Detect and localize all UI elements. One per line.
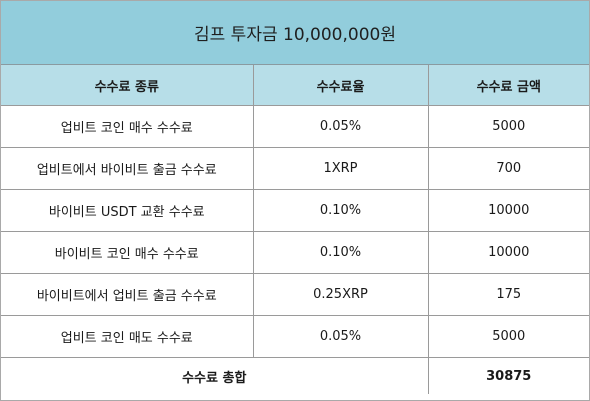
- fee-amount-cell: 175: [427, 273, 589, 316]
- header-fee-rate: 수수료율: [252, 65, 429, 106]
- total-label: 수수료 총합: [1, 357, 429, 394]
- table-row: 업비트 코인 매도 수수료 0.05% 5000: [1, 315, 589, 358]
- total-row: 수수료 총합 30875: [1, 357, 589, 394]
- header-fee-amount: 수수료 금액: [427, 65, 589, 106]
- fee-rate-cell: 1XRP: [252, 147, 429, 190]
- sheet-title: 김프 투자금 10,000,000원: [1, 1, 589, 65]
- table-row: 바이비트 USDT 교환 수수료 0.10% 10000: [1, 189, 589, 232]
- fee-type-cell: 바이비트에서 업비트 출금 수수료: [1, 273, 254, 316]
- fee-rate-cell: 0.05%: [252, 315, 429, 358]
- table-row: 바이비트 코인 매수 수수료 0.10% 10000: [1, 231, 589, 274]
- fee-type-cell: 업비트에서 바이비트 출금 수수료: [1, 147, 254, 190]
- table-row: 바이비트에서 업비트 출금 수수료 0.25XRP 175: [1, 273, 589, 316]
- total-amount: 30875: [427, 357, 589, 394]
- fee-amount-cell: 5000: [427, 105, 589, 148]
- fee-type-cell: 바이비트 코인 매수 수수료: [1, 231, 254, 274]
- fee-amount-cell: 10000: [427, 231, 589, 274]
- header-fee-type: 수수료 종류: [1, 65, 254, 106]
- table-row: 업비트에서 바이비트 출금 수수료 1XRP 700: [1, 147, 589, 190]
- fee-rate-cell: 0.10%: [252, 231, 429, 274]
- fee-rate-cell: 0.10%: [252, 189, 429, 232]
- header-row: 수수료 종류 수수료율 수수료 금액: [1, 65, 589, 106]
- fee-rate-cell: 0.25XRP: [252, 273, 429, 316]
- fee-rate-cell: 0.05%: [252, 105, 429, 148]
- fee-table: 수수료 종류 수수료율 수수료 금액 업비트 코인 매수 수수료 0.05% 5…: [1, 65, 589, 394]
- fee-type-cell: 업비트 코인 매수 수수료: [1, 105, 254, 148]
- fee-amount-cell: 700: [427, 147, 589, 190]
- fee-amount-cell: 5000: [427, 315, 589, 358]
- fee-type-cell: 바이비트 USDT 교환 수수료: [1, 189, 254, 232]
- table-row: 업비트 코인 매수 수수료 0.05% 5000: [1, 105, 589, 148]
- fee-type-cell: 업비트 코인 매도 수수료: [1, 315, 254, 358]
- fee-amount-cell: 10000: [427, 189, 589, 232]
